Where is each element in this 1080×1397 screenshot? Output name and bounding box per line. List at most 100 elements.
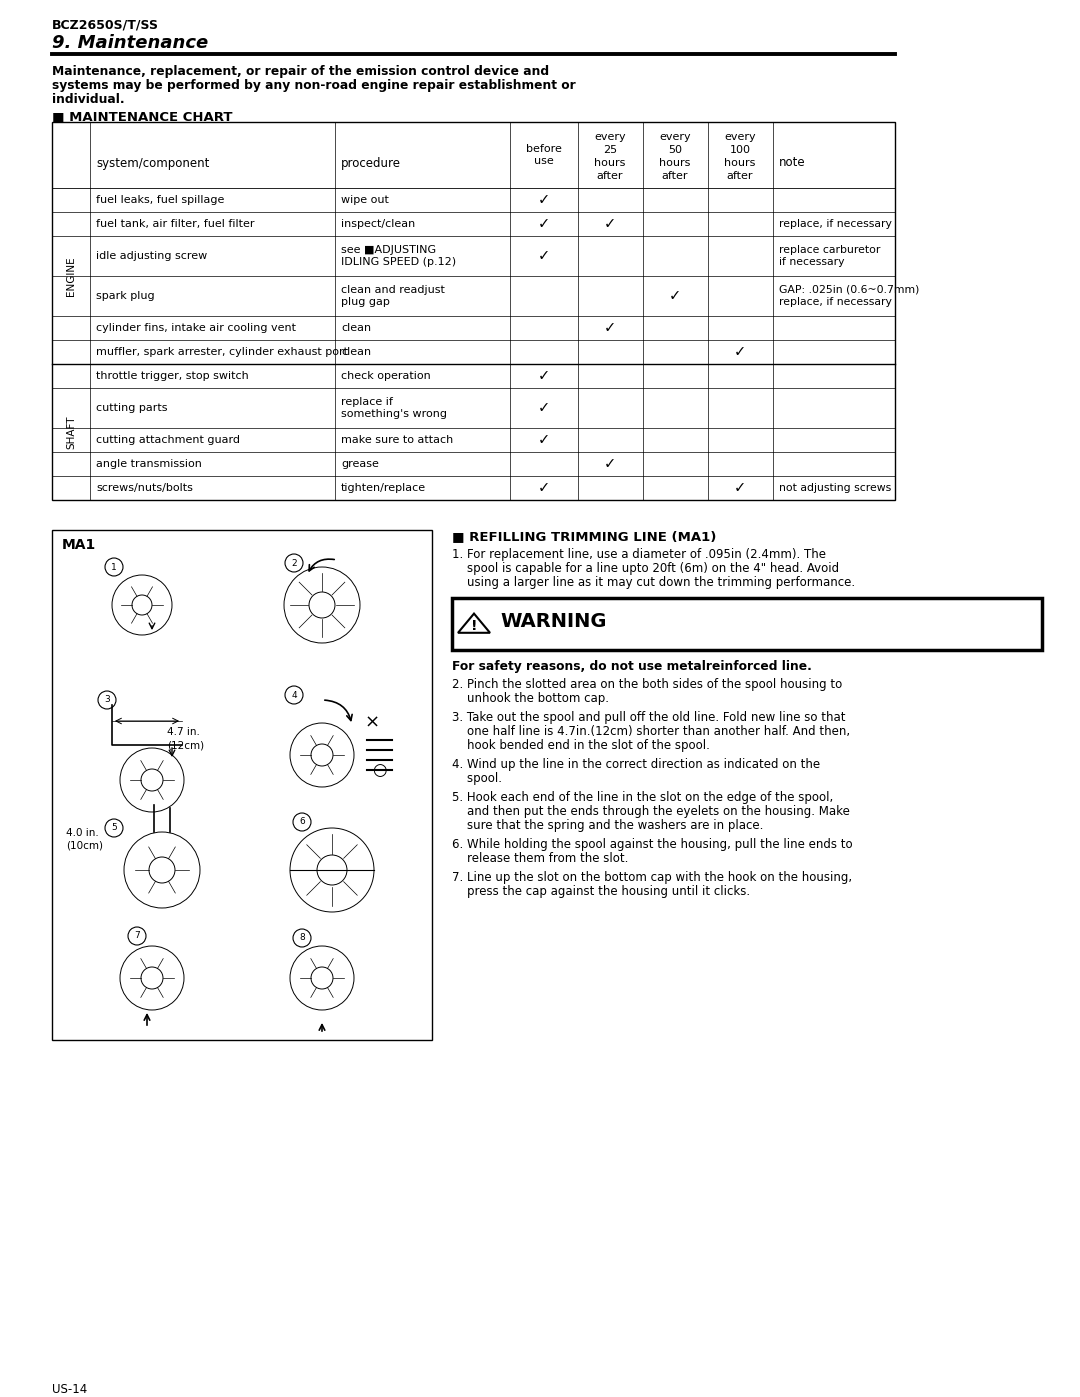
Text: ✓: ✓ (604, 320, 616, 335)
Text: (12cm): (12cm) (167, 740, 204, 750)
Text: 4. Wind up the line in the correct direction as indicated on the: 4. Wind up the line in the correct direc… (453, 759, 820, 771)
Text: For safety reasons, do not use metalreinforced line.: For safety reasons, do not use metalrein… (453, 659, 812, 673)
Text: replace if
something's wrong: replace if something's wrong (341, 397, 447, 419)
Text: clean: clean (341, 323, 372, 332)
Text: 2. Pinch the slotted area on the both sides of the spool housing to: 2. Pinch the slotted area on the both si… (453, 678, 842, 692)
Text: systems may be performed by any non-road engine repair establishment or: systems may be performed by any non-road… (52, 80, 576, 92)
Bar (52, 122, 895, 500)
Text: spool is capable for a line upto 20ft (6m) on the 4" head. Avoid: spool is capable for a line upto 20ft (6… (453, 562, 839, 576)
Text: 2: 2 (292, 559, 297, 567)
Text: screws/nuts/bolts: screws/nuts/bolts (96, 483, 193, 493)
Text: hours: hours (725, 158, 756, 168)
Text: cutting parts: cutting parts (96, 402, 167, 414)
Text: ✓: ✓ (669, 289, 681, 303)
Text: GAP: .025in (0.6~0.7mm)
replace, if necessary: GAP: .025in (0.6~0.7mm) replace, if nece… (779, 285, 919, 307)
Text: clean: clean (341, 346, 372, 358)
Text: see ■ADJUSTING
IDLING SPEED (p.12): see ■ADJUSTING IDLING SPEED (p.12) (341, 244, 456, 267)
Text: ✓: ✓ (538, 433, 550, 447)
Text: every: every (725, 131, 756, 142)
Text: wipe out: wipe out (341, 196, 389, 205)
Text: fuel leaks, fuel spillage: fuel leaks, fuel spillage (96, 196, 225, 205)
Text: before: before (526, 144, 562, 154)
Text: and then put the ends through the eyelets on the housing. Make: and then put the ends through the eyelet… (453, 805, 850, 819)
Text: sure that the spring and the washers are in place.: sure that the spring and the washers are… (453, 819, 764, 833)
Text: press the cap against the housing until it clicks.: press the cap against the housing until … (453, 886, 751, 898)
Text: use: use (535, 156, 554, 166)
Text: 25: 25 (603, 145, 617, 155)
Text: 5. Hook each end of the line in the slot on the edge of the spool,: 5. Hook each end of the line in the slot… (453, 791, 834, 805)
Text: after: after (727, 170, 753, 182)
Text: BCZ2650S/T/SS: BCZ2650S/T/SS (52, 18, 159, 31)
Text: 6. While holding the spool against the housing, pull the line ends to: 6. While holding the spool against the h… (453, 838, 852, 851)
Text: using a larger line as it may cut down the trimming performance.: using a larger line as it may cut down t… (453, 576, 855, 590)
Text: ■ REFILLING TRIMMING LINE (MA1): ■ REFILLING TRIMMING LINE (MA1) (453, 529, 716, 543)
Text: hook bended end in the slot of the spool.: hook bended end in the slot of the spool… (453, 739, 710, 752)
Text: ENGINE: ENGINE (66, 256, 76, 296)
Text: hours: hours (659, 158, 691, 168)
Text: inspect/clean: inspect/clean (341, 219, 415, 229)
Text: 5: 5 (111, 823, 117, 833)
Text: procedure: procedure (341, 156, 401, 169)
Text: check operation: check operation (341, 372, 431, 381)
Text: cutting attachment guard: cutting attachment guard (96, 434, 240, 446)
Text: replace carburetor
if necessary: replace carburetor if necessary (779, 244, 880, 267)
Text: muffler, spark arrester, cylinder exhaust port: muffler, spark arrester, cylinder exhaus… (96, 346, 348, 358)
Text: ✓: ✓ (538, 481, 550, 496)
Text: after: after (597, 170, 623, 182)
Text: 4: 4 (292, 690, 297, 700)
Text: 3: 3 (104, 696, 110, 704)
Text: ✓: ✓ (734, 481, 746, 496)
Text: not adjusting screws: not adjusting screws (779, 483, 891, 493)
Text: 3. Take out the spool and pull off the old line. Fold new line so that: 3. Take out the spool and pull off the o… (453, 711, 846, 724)
Text: MA1: MA1 (62, 538, 96, 552)
Polygon shape (458, 613, 490, 633)
Text: ✓: ✓ (538, 249, 550, 264)
Text: angle transmission: angle transmission (96, 460, 202, 469)
Text: SHAFT: SHAFT (66, 415, 76, 448)
Text: ✓: ✓ (538, 217, 550, 232)
Text: ✓: ✓ (538, 369, 550, 384)
Text: 7. Line up the slot on the bottom cap with the hook on the housing,: 7. Line up the slot on the bottom cap wi… (453, 870, 852, 884)
Text: 9. Maintenance: 9. Maintenance (52, 34, 208, 52)
Text: ✓: ✓ (604, 217, 616, 232)
Text: release them from the slot.: release them from the slot. (453, 852, 629, 865)
Text: ✓: ✓ (604, 457, 616, 472)
Text: 4.7 in.: 4.7 in. (167, 726, 200, 738)
Text: WARNING: WARNING (500, 612, 607, 631)
Text: make sure to attach: make sure to attach (341, 434, 454, 446)
Text: unhook the bottom cap.: unhook the bottom cap. (453, 692, 609, 705)
Text: clean and readjust
plug gap: clean and readjust plug gap (341, 285, 445, 307)
Text: ○: ○ (372, 761, 387, 780)
Text: (10cm): (10cm) (66, 840, 103, 849)
Bar (453, 598, 1042, 650)
Text: individual.: individual. (52, 94, 124, 106)
Text: cylinder fins, intake air cooling vent: cylinder fins, intake air cooling vent (96, 323, 296, 332)
Text: every: every (594, 131, 625, 142)
Text: system/component: system/component (96, 156, 210, 169)
Text: every: every (659, 131, 691, 142)
Text: ✓: ✓ (538, 401, 550, 415)
Text: tighten/replace: tighten/replace (341, 483, 427, 493)
Text: spool.: spool. (453, 773, 502, 785)
Text: 8: 8 (299, 933, 305, 943)
Text: idle adjusting screw: idle adjusting screw (96, 251, 207, 261)
Text: US-14: US-14 (52, 1383, 87, 1396)
Text: 6: 6 (299, 817, 305, 827)
Text: 7: 7 (134, 932, 140, 940)
Text: 1. For replacement line, use a diameter of .095in (2.4mm). The: 1. For replacement line, use a diameter … (453, 548, 826, 562)
Text: Maintenance, replacement, or repair of the emission control device and: Maintenance, replacement, or repair of t… (52, 66, 549, 78)
Text: 4.0 in.: 4.0 in. (66, 828, 98, 838)
Text: note: note (779, 156, 806, 169)
Text: ■ MAINTENANCE CHART: ■ MAINTENANCE CHART (52, 110, 232, 123)
Text: after: after (662, 170, 688, 182)
Text: 50: 50 (669, 145, 681, 155)
Bar (52, 529, 432, 1039)
Text: ×: × (364, 714, 379, 732)
Text: replace, if necessary: replace, if necessary (779, 219, 892, 229)
Text: ✓: ✓ (734, 345, 746, 359)
Text: 100: 100 (729, 145, 751, 155)
Text: spark plug: spark plug (96, 291, 154, 300)
Text: grease: grease (341, 460, 379, 469)
Text: hours: hours (594, 158, 625, 168)
Text: !: ! (471, 619, 477, 633)
